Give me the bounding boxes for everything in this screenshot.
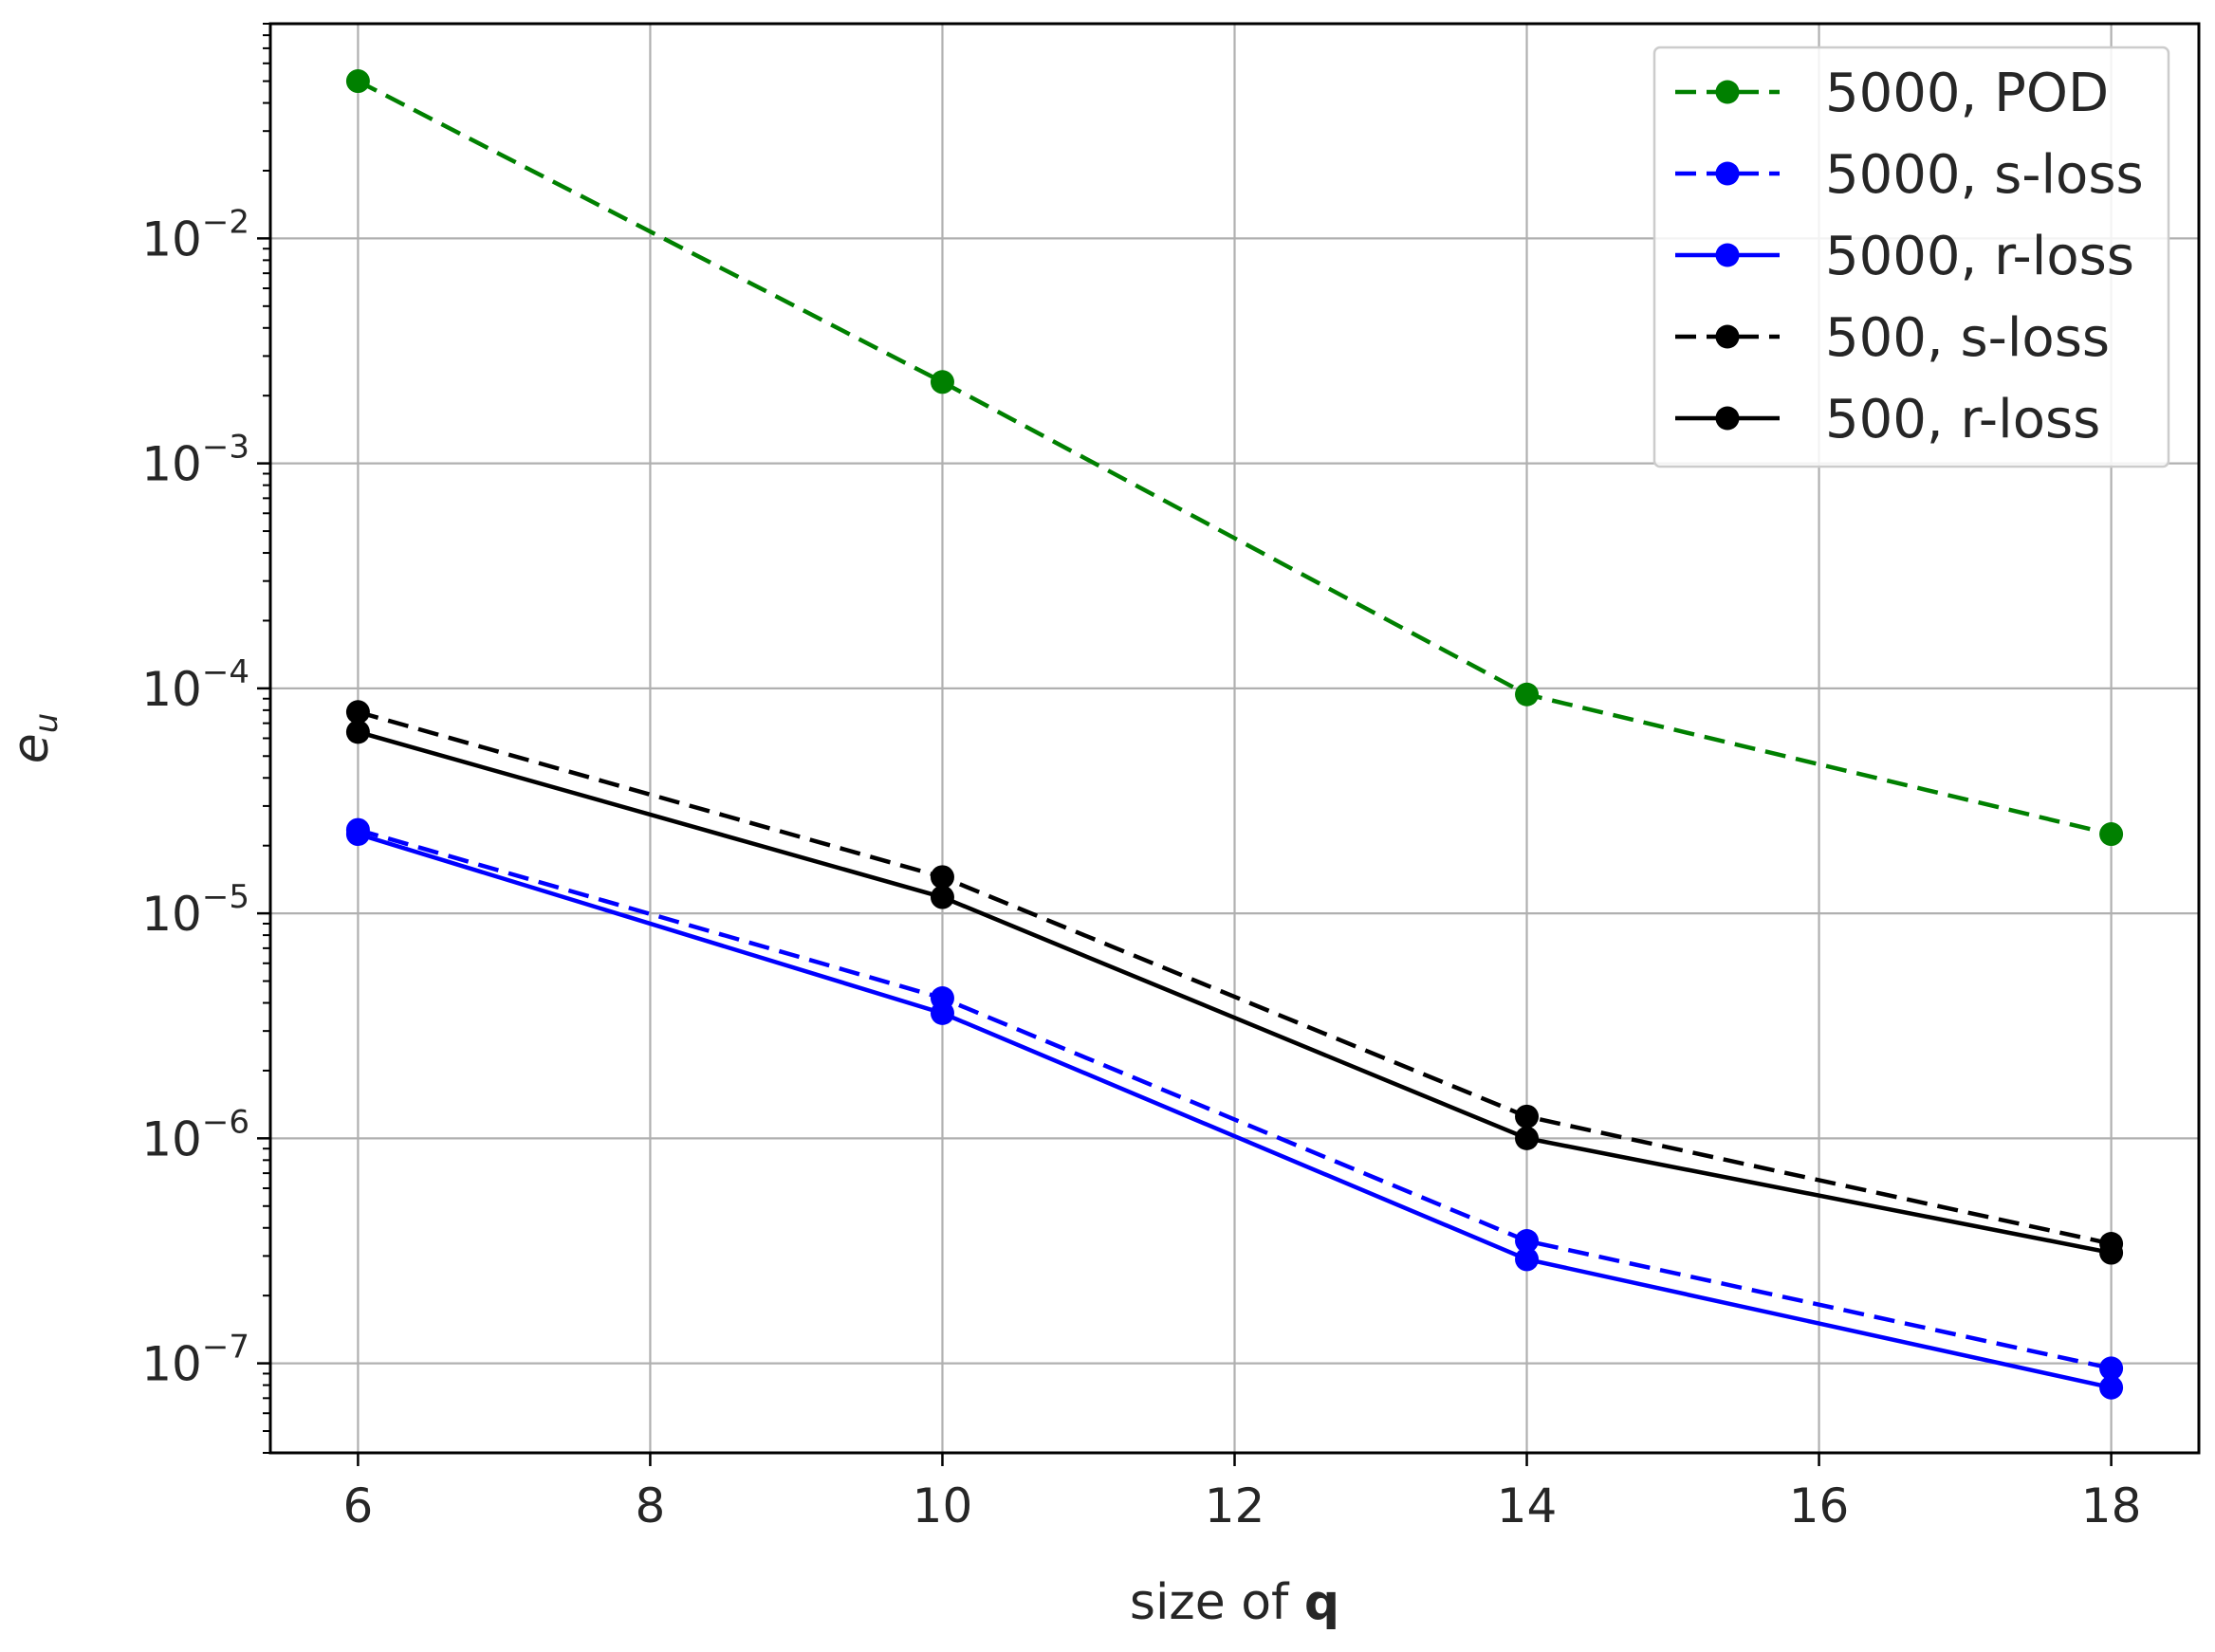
- legend-item: 500, r-loss: [1675, 389, 2100, 450]
- y-tick-label: 10−7: [141, 1329, 249, 1392]
- y-tick-label-base: 10: [141, 662, 202, 717]
- data-point: [930, 865, 954, 890]
- y-tick-label: 10−3: [141, 429, 249, 492]
- y-tick-label: 10−6: [141, 1103, 249, 1166]
- data-point: [345, 720, 370, 744]
- data-point: [1515, 1126, 1540, 1150]
- x-axis-label: size of q: [1130, 1574, 1339, 1631]
- legend-label: 5000, s-loss: [1825, 144, 2144, 206]
- data-point: [1515, 1229, 1540, 1254]
- data-point: [345, 822, 370, 847]
- legend-item: 5000, s-loss: [1675, 144, 2144, 206]
- x-axis-label-text: size of: [1130, 1574, 1304, 1631]
- x-tick-label: 14: [1497, 1478, 1558, 1533]
- legend-marker: [1715, 406, 1740, 431]
- data-point: [2099, 1356, 2124, 1381]
- y-tick-label-base: 10: [141, 437, 202, 492]
- y-tick-label-base: 10: [141, 1337, 202, 1392]
- x-tick-label: 12: [1205, 1478, 1265, 1533]
- y-axis-label: eu: [3, 713, 65, 764]
- legend-label: 500, r-loss: [1825, 389, 2100, 450]
- data-point: [1515, 682, 1540, 707]
- data-point: [345, 700, 370, 725]
- legend-label: 500, s-loss: [1825, 307, 2110, 369]
- series-line: [357, 827, 2113, 1371]
- legend-item: 500, s-loss: [1675, 307, 2110, 369]
- series-line: [357, 709, 2113, 1246]
- y-tick-label-base: 10: [141, 887, 202, 942]
- x-tick-labels: 6 8 10 12 14 16 18: [343, 1478, 2142, 1533]
- y-tick-label-base: 10: [141, 1111, 202, 1166]
- y-tick-label-exponent: −5: [202, 878, 249, 916]
- y-tick-label-exponent: −4: [202, 653, 249, 691]
- x-tick-label: 10: [913, 1478, 973, 1533]
- series-2: [345, 822, 2124, 1400]
- x-tick-label: 18: [2081, 1478, 2142, 1533]
- series-line: [357, 79, 2113, 836]
- series-4: [345, 720, 2124, 1265]
- y-tick-label-exponent: −3: [202, 429, 249, 467]
- legend-items: 5000, POD 5000, s-loss 5000, r-loss 500, s-…: [1675, 63, 2144, 450]
- y-tick-label-base: 10: [141, 211, 202, 266]
- legend-box: [1652, 46, 2170, 468]
- legend: 5000, POD 5000, s-loss 5000, r-loss 500, s-…: [1652, 46, 2170, 468]
- data-point: [930, 885, 954, 909]
- y-tick-labels: 10−710−610−510−410−310−2: [141, 203, 249, 1391]
- data-point: [930, 370, 954, 395]
- x-axis-label-bold: q: [1304, 1574, 1339, 1631]
- y-tick-label-exponent: −7: [202, 1329, 249, 1367]
- data-point: [2099, 1375, 2124, 1400]
- y-tick-label: 10−4: [141, 653, 249, 717]
- y-tick-label: 10−5: [141, 878, 249, 942]
- series-line: [357, 729, 2113, 1256]
- data-point: [2099, 822, 2124, 847]
- legend-label: 5000, r-loss: [1825, 226, 2134, 287]
- y-axis-label-subscript: u: [28, 713, 65, 734]
- data-point: [2099, 1240, 2124, 1265]
- data-point: [930, 1000, 954, 1025]
- legend-item: 5000, r-loss: [1675, 226, 2134, 287]
- series-layer: [345, 69, 2124, 1400]
- y-tick-label-exponent: −6: [202, 1103, 249, 1141]
- series-line: [357, 832, 2113, 1390]
- legend-marker: [1715, 161, 1740, 186]
- y-tick-label-exponent: −2: [202, 203, 249, 241]
- data-point: [1515, 1247, 1540, 1272]
- axis-ticks: [257, 237, 2113, 1466]
- data-point: [1515, 1104, 1540, 1129]
- grid: [270, 24, 2199, 1453]
- series-0: [345, 69, 2124, 847]
- y-tick-label: 10−2: [141, 203, 249, 266]
- legend-item: 5000, POD: [1675, 63, 2109, 124]
- legend-label: 5000, POD: [1825, 63, 2109, 124]
- legend-marker: [1715, 324, 1740, 349]
- data-point: [345, 69, 370, 94]
- legend-marker: [1715, 243, 1740, 267]
- y-axis-label-base: e: [3, 733, 60, 763]
- x-tick-label: 6: [343, 1478, 374, 1533]
- legend-marker: [1715, 80, 1740, 104]
- x-tick-label: 8: [636, 1478, 666, 1533]
- x-tick-label: 16: [1789, 1478, 1850, 1533]
